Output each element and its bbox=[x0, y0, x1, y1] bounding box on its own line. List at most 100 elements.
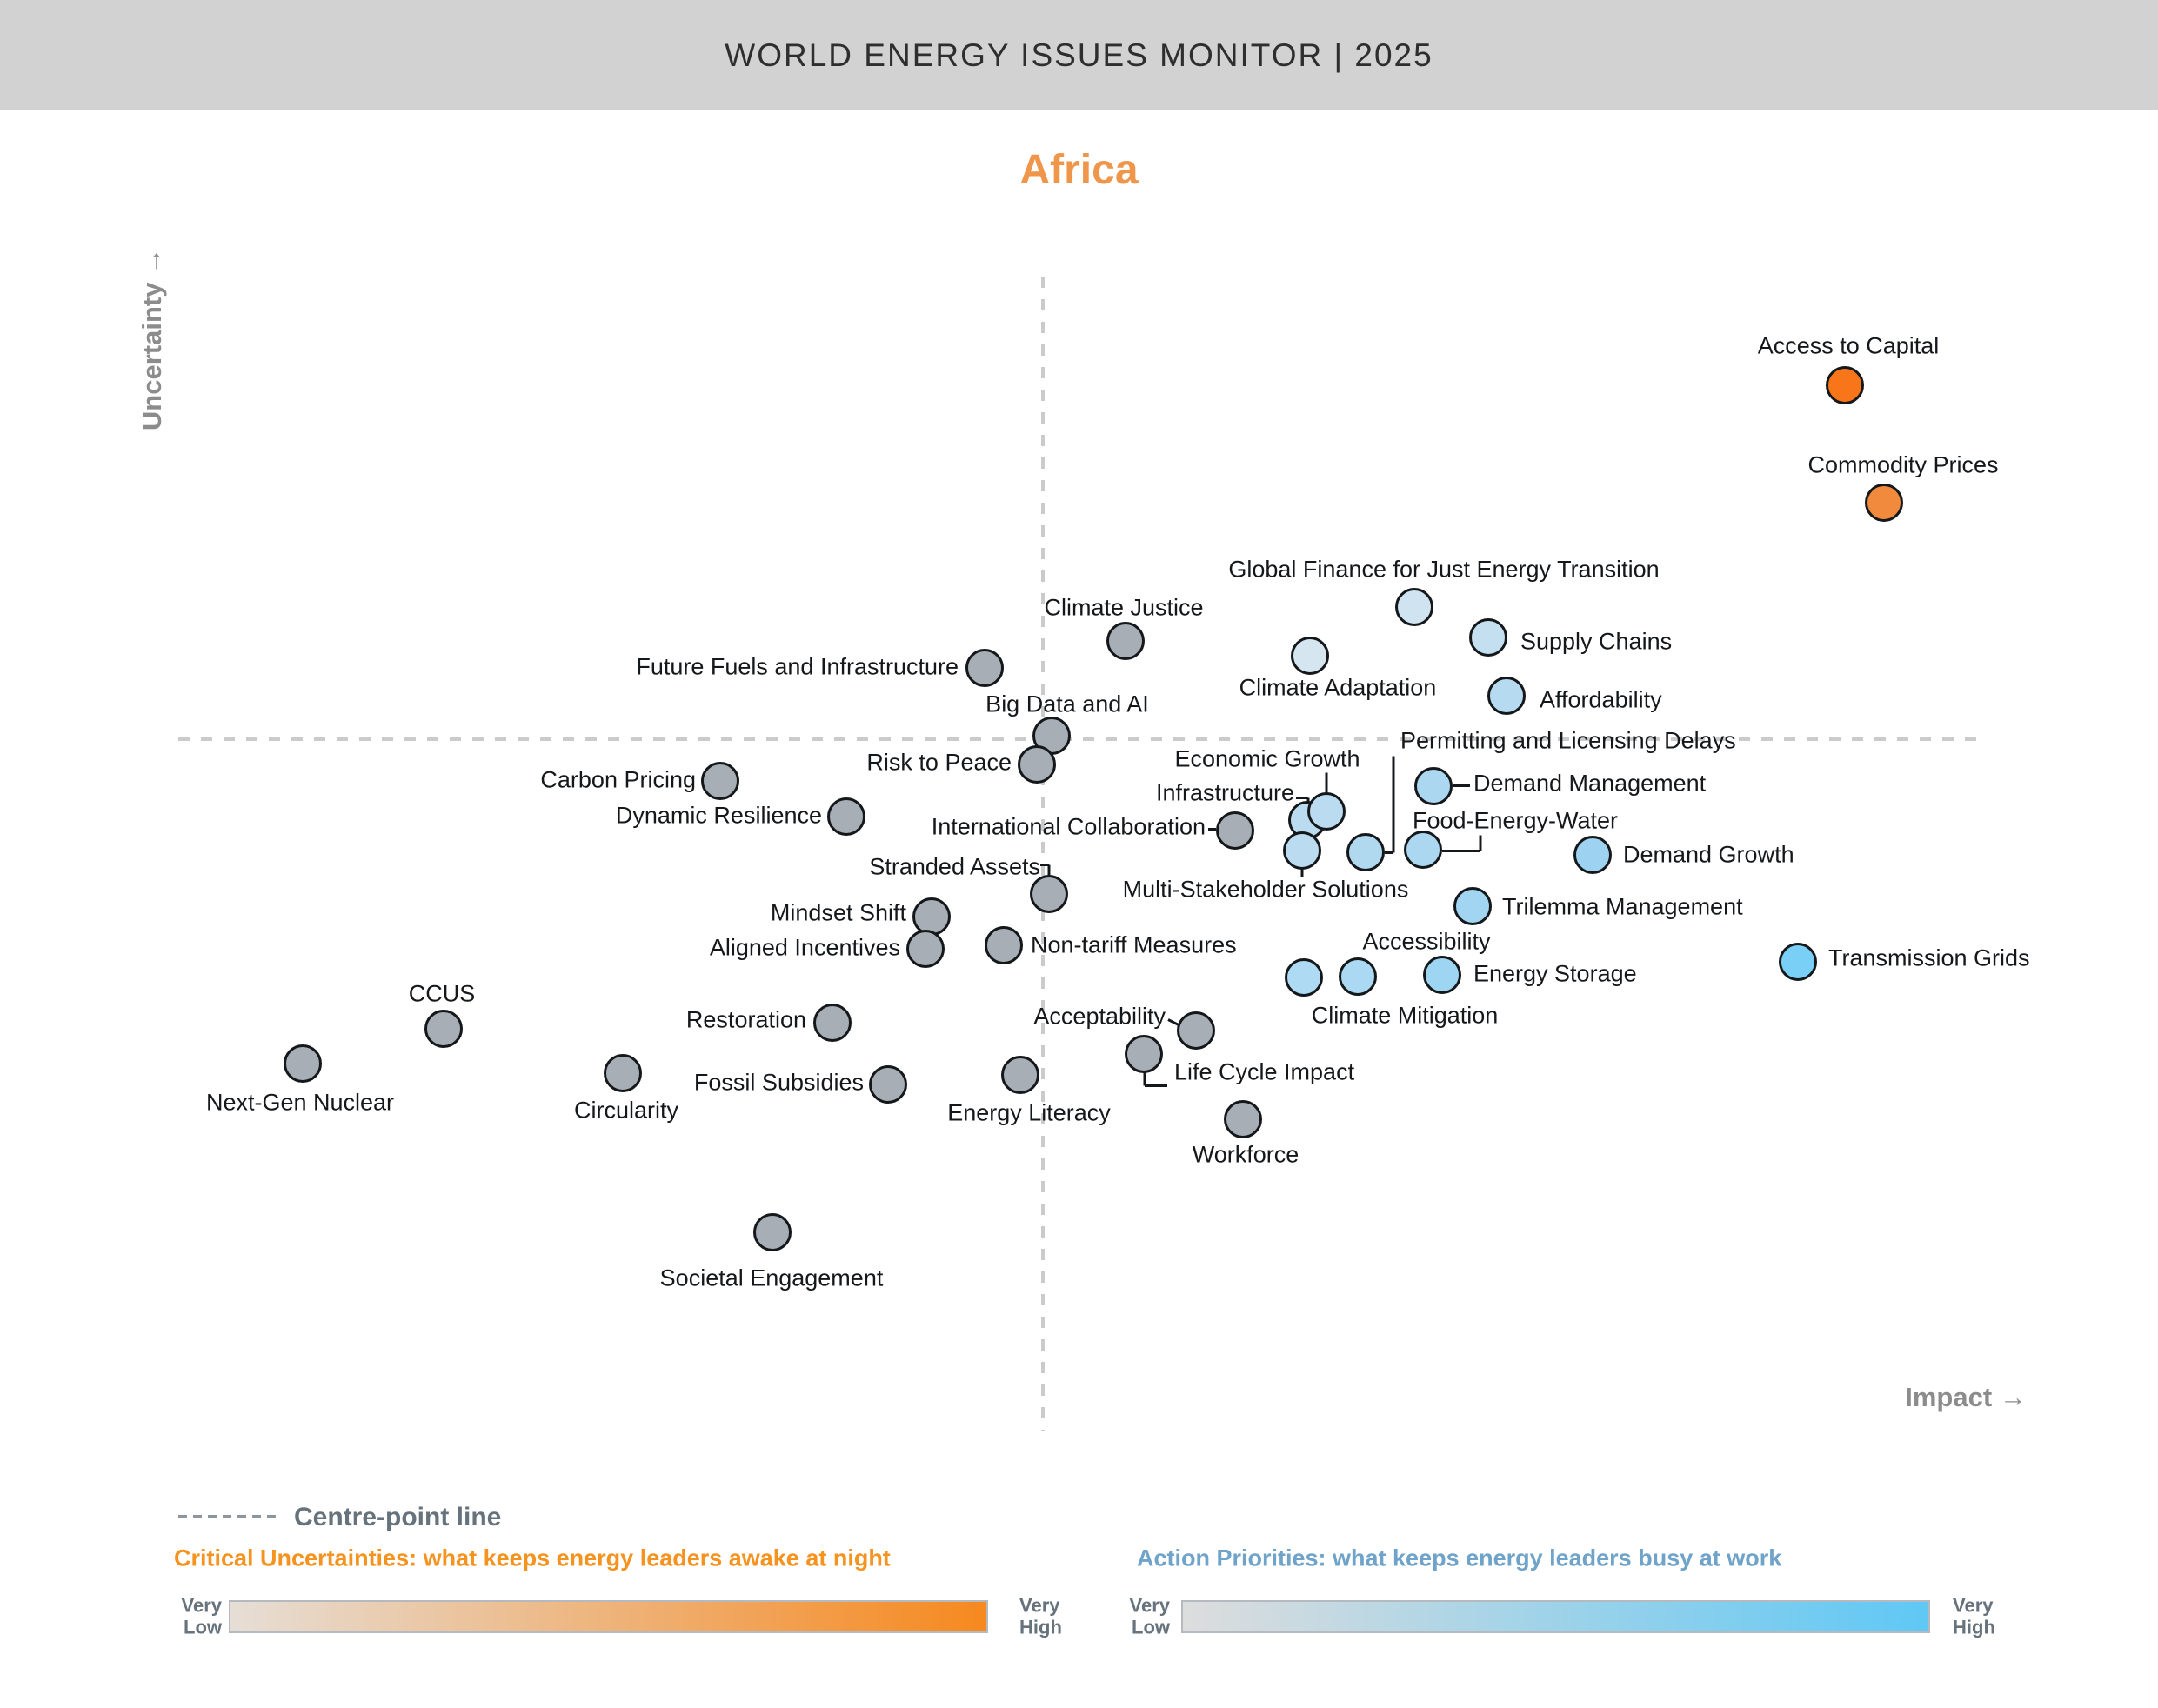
issue-label-food-energy-water: Food-Energy-Water bbox=[1412, 807, 1619, 834]
issue-label-mindset-shift: Mindset Shift bbox=[770, 899, 906, 926]
action-scale-very-low: Very Low bbox=[1130, 1595, 1171, 1639]
issue-label-risk-to-peace: Risk to Peace bbox=[866, 749, 1012, 776]
scale-word-very: Very bbox=[1953, 1594, 1994, 1617]
bubble-societal-engagement[interactable] bbox=[753, 1213, 792, 1251]
critical-uncertainties-gradient-bar bbox=[229, 1600, 988, 1633]
connector-line bbox=[1392, 756, 1395, 853]
bubble-next-gen-nuclear[interactable] bbox=[284, 1044, 322, 1083]
bubble-dynamic-resilience[interactable] bbox=[827, 797, 865, 836]
scale-word-high: High bbox=[1953, 1617, 1995, 1638]
issue-label-international-collaboration: International Collaboration bbox=[931, 813, 1206, 840]
issue-label-non-tariff-measures: Non-tariff Measures bbox=[1031, 931, 1237, 958]
scale-word-low: Low bbox=[184, 1617, 222, 1638]
bubble-global-finance-for-just-energy-transition[interactable] bbox=[1395, 588, 1433, 626]
issue-label-future-fuels-and-infrastructure: Future Fuels and Infrastructure bbox=[636, 653, 959, 680]
bubble-climate-mitigation[interactable] bbox=[1285, 958, 1323, 997]
page-title: WORLD ENERGY ISSUES MONITOR | 2025 bbox=[725, 37, 1433, 73]
connector-line bbox=[1296, 797, 1308, 799]
bubble-life-cycle-impact[interactable] bbox=[1125, 1035, 1163, 1073]
issue-label-restoration: Restoration bbox=[685, 1006, 806, 1033]
bubble-aligned-incentives[interactable] bbox=[906, 930, 945, 968]
issue-label-energy-literacy: Energy Literacy bbox=[947, 1099, 1111, 1126]
bubble-trilemma-management[interactable] bbox=[1453, 887, 1492, 925]
issue-label-acceptability: Acceptability bbox=[1033, 1003, 1166, 1030]
centre-point-line-swatch bbox=[178, 1515, 278, 1518]
centre-point-line-label: Centre-point line bbox=[294, 1503, 502, 1531]
issue-label-climate-justice: Climate Justice bbox=[1044, 594, 1204, 621]
action-priorities-gradient-bar bbox=[1181, 1600, 1930, 1633]
bubble-international-collaboration[interactable] bbox=[1216, 811, 1254, 850]
connector-line bbox=[1442, 850, 1480, 852]
bubble-transmission-grids[interactable] bbox=[1779, 943, 1817, 981]
bubble-commodity-prices[interactable] bbox=[1865, 484, 1903, 522]
bubble-accessibility[interactable] bbox=[1339, 957, 1377, 996]
issue-label-circularity: Circularity bbox=[573, 1097, 679, 1124]
issue-label-trilemma-management: Trilemma Management bbox=[1502, 893, 1743, 920]
issue-label-climate-mitigation: Climate Mitigation bbox=[1311, 1002, 1499, 1029]
bubble-restoration[interactable] bbox=[813, 1004, 852, 1042]
bubble-non-tariff-measures[interactable] bbox=[985, 926, 1023, 964]
action-priorities-legend-title: Action Priorities: what keeps energy lea… bbox=[1137, 1545, 1782, 1571]
critical-scale-very-high: Very High bbox=[1019, 1595, 1062, 1639]
scale-word-high: High bbox=[1019, 1617, 1062, 1638]
issue-label-climate-adaptation: Climate Adaptation bbox=[1239, 674, 1437, 701]
issue-label-life-cycle-impact: Life Cycle Impact bbox=[1174, 1058, 1355, 1085]
issue-label-commodity-prices: Commodity Prices bbox=[1807, 451, 1999, 478]
bubble-access-to-capital[interactable] bbox=[1826, 366, 1864, 404]
centre-line-vertical bbox=[1041, 277, 1045, 1431]
issue-label-permitting-and-licensing-delays: Permitting and Licensing Delays bbox=[1400, 727, 1736, 754]
bubble-workforce[interactable] bbox=[1224, 1100, 1262, 1138]
issue-label-affordability: Affordability bbox=[1540, 686, 1662, 713]
x-axis-label: Impact → bbox=[1905, 1382, 2027, 1412]
scale-word-very: Very bbox=[1129, 1594, 1171, 1617]
issue-label-aligned-incentives: Aligned Incentives bbox=[709, 934, 900, 961]
issue-label-accessibility: Accessibility bbox=[1362, 928, 1491, 955]
bubble-risk-to-peace[interactable] bbox=[1018, 745, 1056, 784]
bubble-permitting-and-licensing-delays[interactable] bbox=[1346, 833, 1385, 871]
scale-word-very: Very bbox=[181, 1594, 223, 1617]
bubble-circularity[interactable] bbox=[604, 1054, 642, 1092]
region-title: Africa bbox=[1019, 147, 1139, 193]
issue-label-demand-management: Demand Management bbox=[1473, 770, 1707, 797]
bubble-stranded-assets[interactable] bbox=[1030, 875, 1068, 913]
bubble-fossil-subsidies[interactable] bbox=[869, 1065, 907, 1104]
bubble-multi-stakeholder-solutions[interactable] bbox=[1283, 831, 1321, 870]
connector-line bbox=[1145, 1084, 1167, 1087]
critical-uncertainties-legend-title: Critical Uncertainties: what keeps energ… bbox=[174, 1545, 891, 1571]
issue-label-stranded-assets: Stranded Assets bbox=[869, 853, 1040, 880]
connector-line bbox=[1479, 835, 1482, 851]
connector-line bbox=[1208, 828, 1216, 831]
bubble-acceptability[interactable] bbox=[1177, 1011, 1215, 1050]
y-axis-label: Uncertainty → bbox=[137, 247, 167, 431]
issue-label-global-finance-for-just-energy-transition: Global Finance for Just Energy Transitio… bbox=[1228, 556, 1660, 583]
bubble-carbon-pricing[interactable] bbox=[701, 762, 739, 800]
issue-label-energy-storage: Energy Storage bbox=[1473, 960, 1637, 987]
issue-label-carbon-pricing: Carbon Pricing bbox=[540, 766, 696, 793]
bubble-climate-adaptation[interactable] bbox=[1291, 637, 1329, 675]
bubble-demand-management[interactable] bbox=[1414, 767, 1453, 805]
issue-label-dynamic-resilience: Dynamic Resilience bbox=[615, 802, 822, 829]
action-scale-very-high: Very High bbox=[1953, 1595, 1995, 1639]
issue-label-ccus: CCUS bbox=[408, 980, 476, 1007]
bubble-future-fuels-and-infrastructure[interactable] bbox=[965, 649, 1004, 687]
bubble-demand-growth[interactable] bbox=[1573, 836, 1612, 874]
bubble-ccus[interactable] bbox=[424, 1010, 463, 1048]
connector-line bbox=[1453, 784, 1470, 787]
centre-line-horizontal bbox=[178, 737, 1976, 741]
bubble-supply-chains[interactable] bbox=[1469, 618, 1507, 657]
bubble-energy-literacy[interactable] bbox=[1001, 1056, 1039, 1094]
issue-label-societal-engagement: Societal Engagement bbox=[659, 1264, 884, 1291]
bubble-food-energy-water[interactable] bbox=[1404, 831, 1442, 869]
bubble-climate-justice[interactable] bbox=[1106, 622, 1145, 660]
issue-label-supply-chains: Supply Chains bbox=[1520, 628, 1673, 655]
bubble-energy-storage[interactable] bbox=[1423, 956, 1461, 994]
critical-scale-very-low: Very Low bbox=[182, 1595, 223, 1639]
bubble-affordability[interactable] bbox=[1487, 677, 1526, 715]
scale-word-very: Very bbox=[1019, 1594, 1060, 1617]
connector-line bbox=[1040, 864, 1049, 866]
bubble-economic-growth[interactable] bbox=[1307, 792, 1346, 831]
app-header: WORLD ENERGY ISSUES MONITOR | 2025 bbox=[0, 0, 2158, 110]
issue-label-big-data-and-ai: Big Data and AI bbox=[985, 691, 1149, 717]
issue-label-demand-growth: Demand Growth bbox=[1623, 841, 1794, 868]
